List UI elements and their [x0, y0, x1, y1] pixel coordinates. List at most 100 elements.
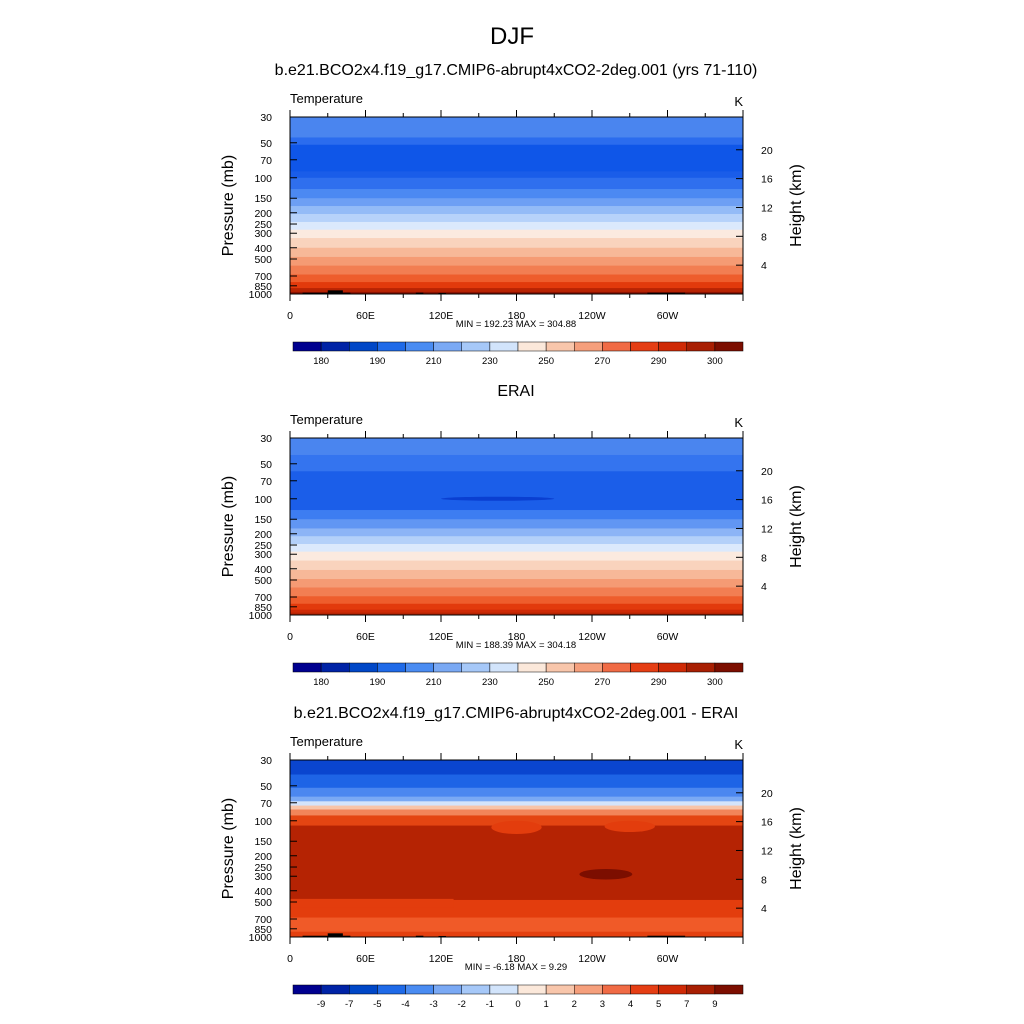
colorbar-swatch [349, 662, 378, 673]
colorbar-swatch [320, 662, 350, 673]
variable-label: Temperature [290, 734, 363, 749]
contour-band [290, 171, 743, 179]
colorbar-label: 210 [426, 677, 442, 688]
height-tick-label: 4 [761, 260, 767, 272]
x-tick-label: 0 [287, 953, 293, 965]
colorbar-swatch [545, 662, 575, 673]
pressure-tick-label: 70 [260, 798, 272, 810]
colorbar-label: 2 [572, 999, 577, 1010]
contour-band [290, 536, 743, 545]
x-tick-label: 120E [429, 631, 454, 643]
contour-band [290, 471, 743, 511]
x-tick-label: 180 [508, 631, 526, 643]
x-tick-label: 60E [356, 631, 375, 643]
pressure-tick-label: 250 [254, 219, 272, 231]
x-tick-label: 180 [508, 310, 526, 322]
chart-panel-2: ERAI Temperature K 0 60E 120E 180 120W 60W 30 50 70… [220, 383, 805, 688]
colorbar-swatch [658, 662, 688, 673]
min-max-annotation: MIN = -6.18 MAX = 9.29 [465, 962, 567, 973]
contour-band [290, 510, 743, 520]
panel-title: ERAI [497, 383, 534, 400]
height-tick-label: 12 [761, 202, 773, 214]
contour-feature [290, 612, 743, 615]
contour-field [290, 117, 743, 294]
pressure-tick-label: 150 [254, 514, 272, 526]
pressure-tick-label: 1000 [249, 932, 273, 944]
colorbar-label: -9 [317, 999, 325, 1010]
colorbar-label: -3 [429, 999, 437, 1010]
colorbar-label: 290 [651, 356, 667, 367]
contour-band [290, 809, 743, 817]
colorbar-swatch [377, 662, 406, 673]
pressure-tick-label: 70 [260, 155, 272, 167]
min-max-annotation: MIN = 188.39 MAX = 304.18 [456, 640, 576, 651]
height-tick-label: 20 [761, 145, 773, 157]
y-axis-title: Pressure (mb) [220, 155, 237, 256]
x-tick-label: 120W [578, 631, 606, 643]
contour-band [290, 221, 743, 231]
chart-panel-1: b.e21.BCO2x4.f19_g17.CMIP6-abrupt4xCO2-2… [220, 62, 805, 367]
colorbar-swatch [714, 662, 744, 673]
colorbar-label: -4 [401, 999, 409, 1010]
height-tick-label: 20 [761, 466, 773, 478]
colorbar-label: 9 [712, 999, 717, 1010]
colorbar-swatch [461, 984, 491, 995]
colorbar-swatch [349, 984, 378, 995]
pressure-tick-label: 30 [260, 112, 272, 124]
y2-axis-title: Height (km) [788, 485, 805, 568]
colorbar-label: -5 [373, 999, 381, 1010]
terrain-mask [438, 935, 447, 937]
contour-band [290, 117, 743, 139]
pressure-tick-label: 150 [254, 193, 272, 205]
colorbar-label: 300 [707, 356, 723, 367]
contour-band [290, 247, 743, 258]
contour-band [290, 805, 743, 811]
pressure-tick-label: 400 [254, 243, 272, 255]
pressure-tick-label: 500 [254, 575, 272, 587]
contour-band [290, 603, 743, 611]
contour-feature [604, 820, 655, 833]
colorbar-label: 250 [538, 356, 554, 367]
colorbar-swatch [602, 662, 631, 673]
terrain-mask [438, 292, 447, 294]
contour-band [290, 917, 743, 933]
colorbar-swatch [714, 984, 744, 995]
colorbar-swatch [405, 341, 434, 352]
x-tick-label: 60W [657, 953, 679, 965]
colorbar-label: 270 [594, 677, 610, 688]
colorbar-swatch [377, 984, 406, 995]
y-axis-title: Pressure (mb) [220, 476, 237, 577]
colorbar-label: 1 [543, 999, 548, 1010]
units-label: K [734, 94, 743, 109]
colorbar-swatch [545, 984, 575, 995]
pressure-tick-label: 1000 [249, 289, 273, 301]
colorbar-swatch [602, 984, 631, 995]
colorbar-swatch [658, 984, 688, 995]
colorbar-label: 190 [369, 356, 385, 367]
panel-title: b.e21.BCO2x4.f19_g17.CMIP6-abrupt4xCO2-2… [294, 705, 739, 722]
height-tick-label: 4 [761, 581, 767, 593]
height-tick-label: 8 [761, 552, 767, 564]
colorbar-label: 250 [538, 677, 554, 688]
colorbar-swatch [292, 984, 322, 995]
colorbar-swatch [658, 341, 688, 352]
colorbar-label: 190 [369, 677, 385, 688]
units-label: K [734, 737, 743, 752]
colorbar-label: 5 [656, 999, 661, 1010]
pressure-tick-label: 850 [254, 281, 272, 293]
terrain-mask [415, 292, 424, 294]
x-tick-label: 120W [578, 310, 606, 322]
colorbar-label: -7 [345, 999, 353, 1010]
contour-band [290, 551, 743, 562]
pressure-tick-label: 700 [254, 271, 272, 283]
colorbar-label: 4 [628, 999, 633, 1010]
contour-band [290, 519, 743, 530]
contour-band [290, 578, 743, 589]
x-tick-label: 120W [578, 953, 606, 965]
contour-band [290, 760, 743, 776]
colorbar-swatch [545, 341, 575, 352]
pressure-tick-label: 50 [260, 138, 272, 150]
y-axis-title: Pressure (mb) [220, 798, 237, 899]
terrain-mask [302, 935, 351, 937]
